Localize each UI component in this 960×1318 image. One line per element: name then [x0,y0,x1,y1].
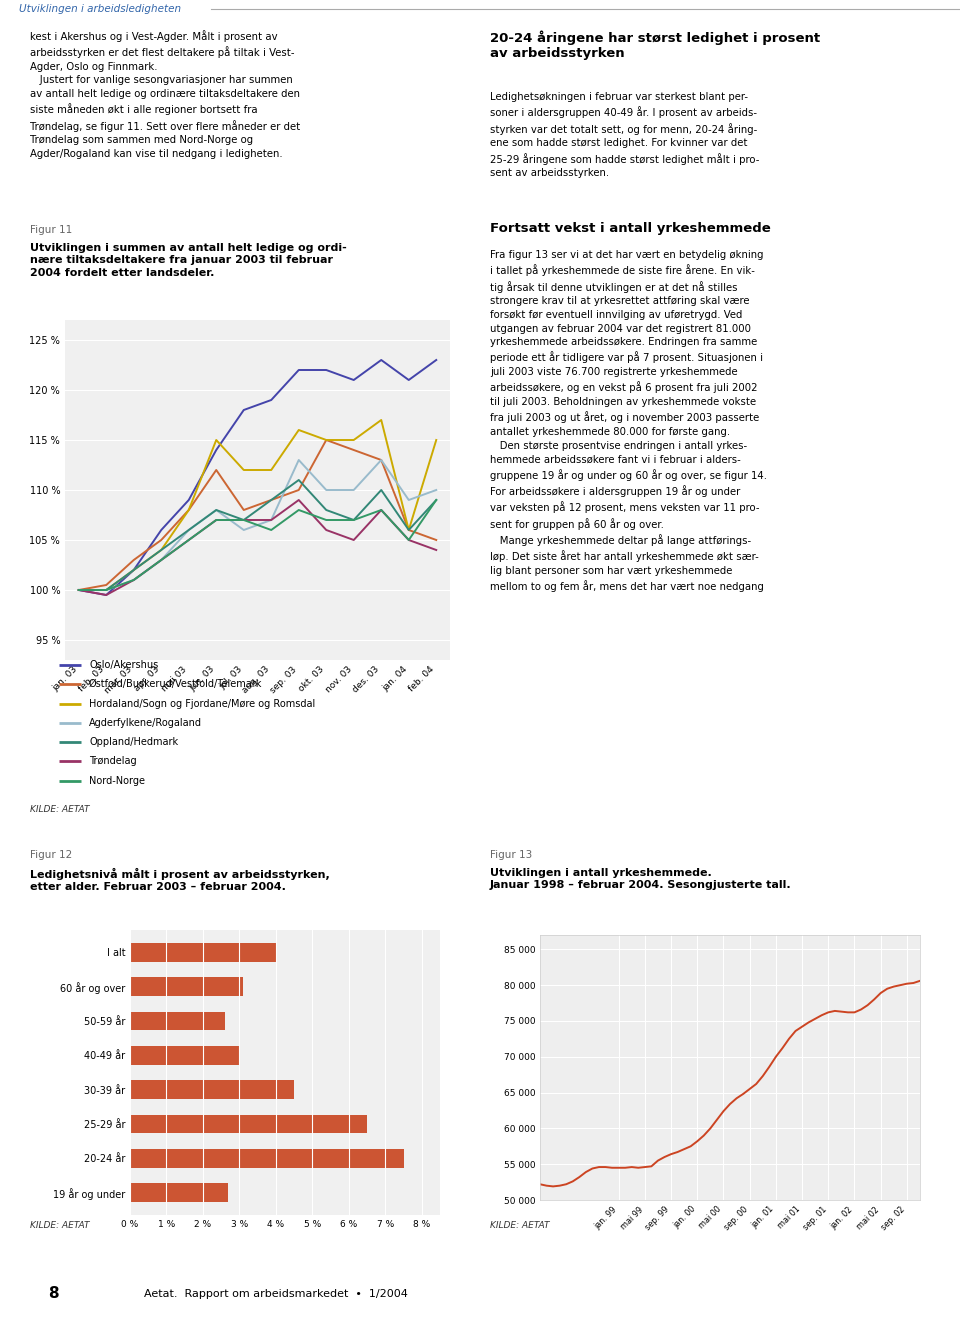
Text: Hordaland/Sogn og Fjordane/Møre og Romsdal: Hordaland/Sogn og Fjordane/Møre og Romsd… [89,699,315,709]
Bar [130,1184,228,1202]
Text: Oslo/Akershus: Oslo/Akershus [89,660,158,670]
Text: KILDE: AETAT: KILDE: AETAT [490,1222,549,1231]
Text: KILDE: AETAT: KILDE: AETAT [30,1222,89,1231]
Text: Ledighetsnivå målt i prosent av arbeidsstyrken,
etter alder. Februar 2003 – febr: Ledighetsnivå målt i prosent av arbeidss… [30,869,329,892]
Text: 20-24 åringene har størst ledighet i prosent
av arbeidsstyrken: 20-24 åringene har størst ledighet i pro… [490,30,820,61]
Text: Østfold/Buskerud/Vestfold/Telemark: Østfold/Buskerud/Vestfold/Telemark [89,679,262,689]
Text: Utviklingen i summen av antall helt ledige og ordi-
nære tiltaksdeltakere fra ja: Utviklingen i summen av antall helt ledi… [30,243,347,278]
Text: kest i Akershus og i Vest-Agder. Målt i prosent av
arbeidsstyrken er det flest d: kest i Akershus og i Vest-Agder. Målt i … [30,30,300,159]
Text: Oppland/Hedmark: Oppland/Hedmark [89,737,179,747]
Bar [130,1081,294,1099]
Bar [130,1115,367,1133]
Text: Utviklingen i antall yrkeshemmede.
Januar 1998 – februar 2004. Sesongjusterte ta: Utviklingen i antall yrkeshemmede. Janua… [490,869,792,891]
Bar [130,1046,239,1065]
Text: Ledighetsøkningen i februar var sterkest blant per-
soner i aldersgruppen 40-49 : Ledighetsøkningen i februar var sterkest… [490,92,759,178]
Text: Trøndelag: Trøndelag [89,757,136,767]
Bar [130,1149,403,1168]
Bar [130,942,276,962]
Bar [130,1012,225,1031]
Text: Fra figur 13 ser vi at det har vært en betydelig økning
i tallet på yrkeshemmede: Fra figur 13 ser vi at det har vært en b… [490,250,767,592]
Text: Nord-Norge: Nord-Norge [89,776,145,786]
Text: Aetat.  Rapport om arbeidsmarkedet  •  1/2004: Aetat. Rapport om arbeidsmarkedet • 1/20… [144,1289,408,1300]
Text: Figur 13: Figur 13 [490,850,532,861]
Text: Agderfylkene/Rogaland: Agderfylkene/Rogaland [89,718,202,728]
Bar [130,977,243,996]
Text: Fortsatt vekst i antall yrkeshemmede: Fortsatt vekst i antall yrkeshemmede [490,221,771,235]
Text: Figur 12: Figur 12 [30,850,72,861]
Text: Utviklingen i arbeidsledigheten: Utviklingen i arbeidsledigheten [19,4,181,14]
Text: KILDE: AETAT: KILDE: AETAT [30,804,89,813]
Text: 8: 8 [48,1286,59,1301]
Text: Figur 11: Figur 11 [30,225,72,235]
